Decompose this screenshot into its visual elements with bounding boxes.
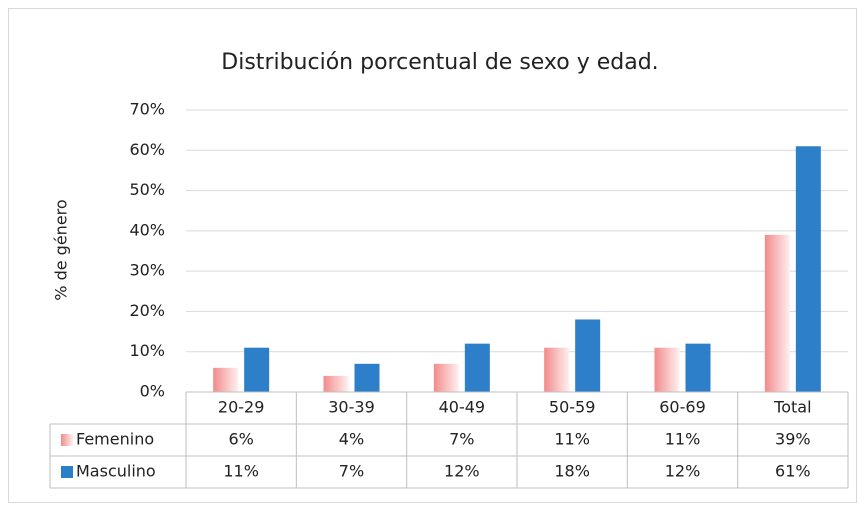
bar xyxy=(654,347,680,392)
legend-swatch xyxy=(61,466,73,478)
table-cell: 11% xyxy=(554,430,590,449)
table-cell: 7% xyxy=(339,462,364,481)
bar xyxy=(213,367,239,392)
bar xyxy=(433,363,459,392)
y-tick-label: 60% xyxy=(129,140,165,159)
table-cell: 61% xyxy=(775,462,811,481)
table-cell: 12% xyxy=(665,462,701,481)
bar xyxy=(575,319,601,392)
y-tick-label: 40% xyxy=(129,220,165,239)
bar xyxy=(354,363,380,392)
x-tick-label: 20-29 xyxy=(218,398,265,417)
bar xyxy=(764,234,790,392)
y-tick-label: 20% xyxy=(129,301,165,320)
y-tick-label: 10% xyxy=(129,341,165,360)
bar xyxy=(323,375,349,392)
table-cell: 18% xyxy=(554,462,590,481)
table-cell: 11% xyxy=(223,462,259,481)
y-tick-label: 50% xyxy=(129,180,165,199)
legend-swatch xyxy=(61,434,73,446)
bar xyxy=(685,343,711,392)
table-cell: 7% xyxy=(449,430,474,449)
legend-label: Femenino xyxy=(76,430,154,449)
y-axis-title: % de género xyxy=(52,199,71,300)
bar xyxy=(244,347,270,392)
x-tick-label: 40-49 xyxy=(439,398,486,417)
x-tick-label: 30-39 xyxy=(328,398,375,417)
bar xyxy=(795,146,821,392)
y-tick-label: 70% xyxy=(129,100,165,119)
y-tick-label: 30% xyxy=(129,261,165,280)
table-cell: 6% xyxy=(228,430,253,449)
chart-title: Distribución porcentual de sexo y edad. xyxy=(221,50,658,75)
table-cell: 39% xyxy=(775,430,811,449)
x-tick-label: Total xyxy=(773,398,811,417)
bar xyxy=(544,347,570,392)
chart-frame xyxy=(8,8,857,503)
legend-label: Masculino xyxy=(76,462,156,481)
table-cell: 4% xyxy=(339,430,364,449)
x-tick-label: 60-69 xyxy=(659,398,706,417)
bar xyxy=(464,343,490,392)
x-tick-label: 50-59 xyxy=(549,398,596,417)
table-cell: 11% xyxy=(665,430,701,449)
table-cell: 12% xyxy=(444,462,480,481)
y-tick-label: 0% xyxy=(140,382,165,401)
